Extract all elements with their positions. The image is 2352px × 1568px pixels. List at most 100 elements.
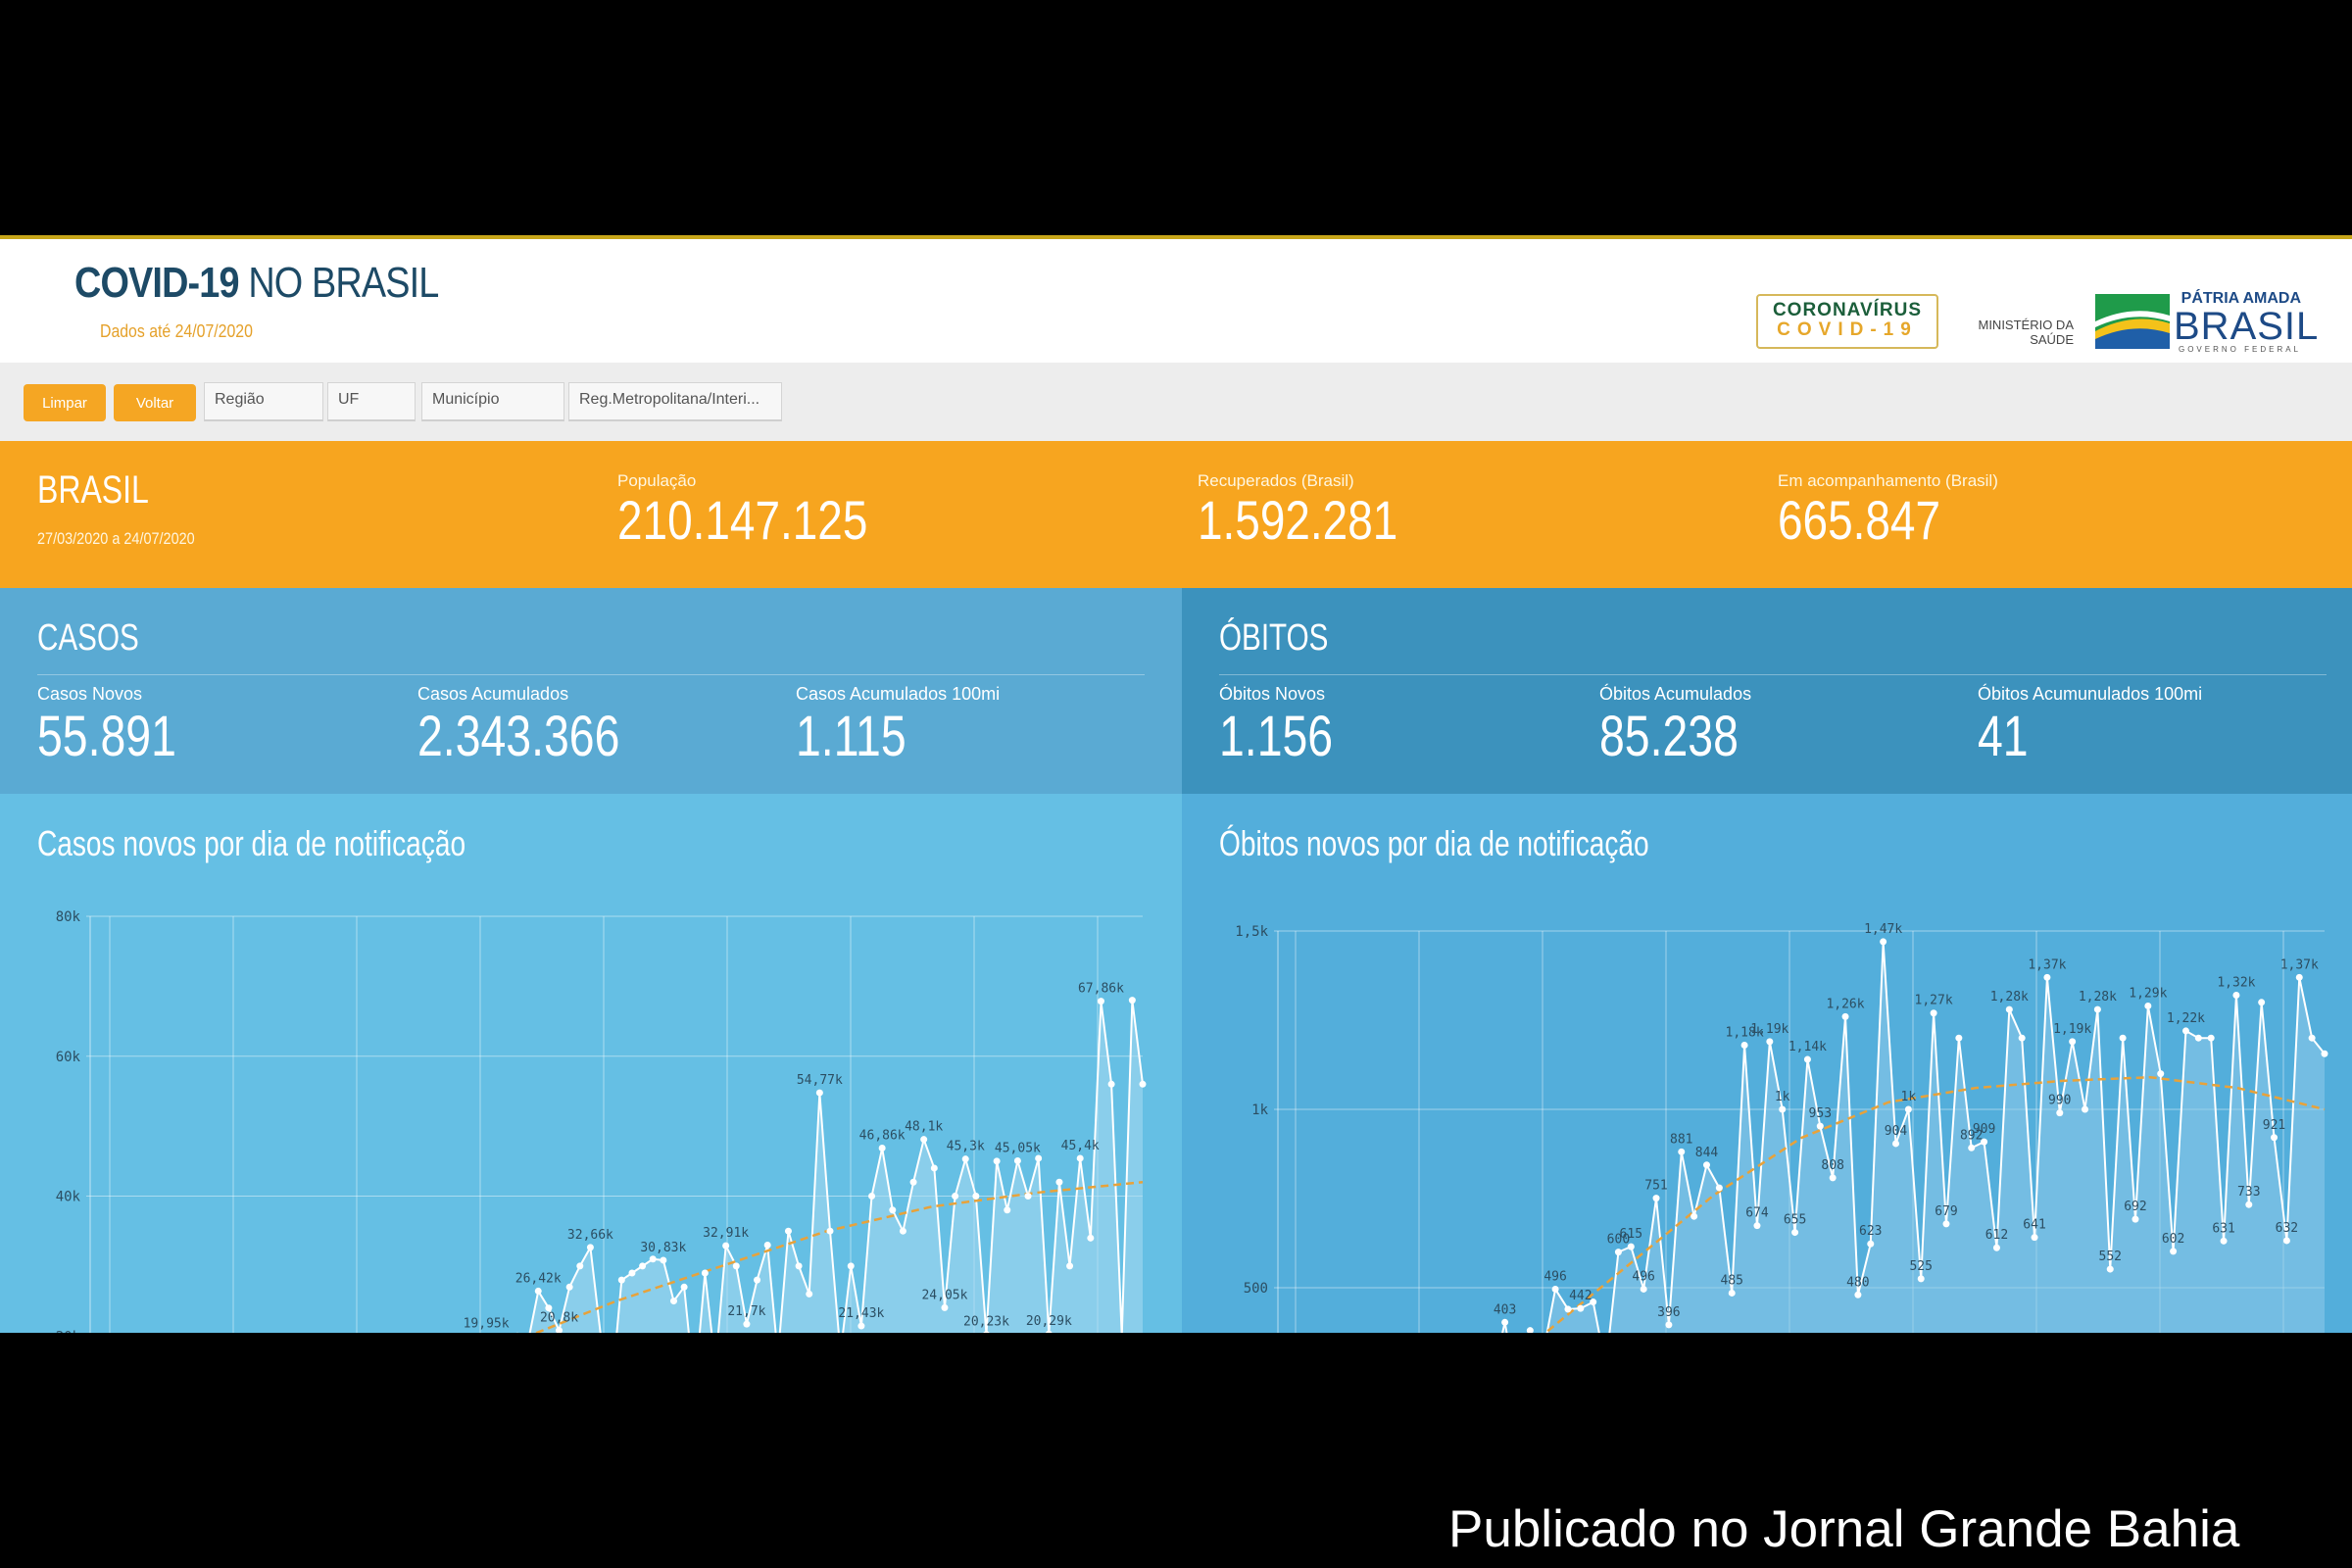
data-label: 552 bbox=[2099, 1250, 2122, 1264]
data-point bbox=[858, 1322, 865, 1330]
data-point bbox=[993, 1157, 1001, 1165]
data-point bbox=[2144, 1002, 2152, 1009]
data-point bbox=[1816, 1122, 1824, 1130]
data-label: 904 bbox=[1885, 1124, 1908, 1139]
obitos-novos-label: Óbitos Novos bbox=[1219, 684, 1326, 704]
acompanhamento-label: Em acompanhamento (Brasil) bbox=[1778, 471, 1998, 490]
data-point bbox=[1046, 1330, 1053, 1333]
title-rest: NO BRASIL bbox=[238, 259, 439, 307]
country-name: BRASIL bbox=[37, 468, 149, 512]
data-label: 496 bbox=[1632, 1269, 1654, 1284]
populacao-value: 210.147.125 bbox=[617, 489, 868, 551]
data-point bbox=[2082, 1105, 2089, 1113]
data-label: 45,3k bbox=[947, 1140, 985, 1154]
data-label: 679 bbox=[1935, 1204, 1957, 1219]
data-point bbox=[1753, 1222, 1761, 1230]
data-point bbox=[2271, 1134, 2278, 1142]
data-point bbox=[952, 1193, 959, 1200]
data-point bbox=[754, 1276, 761, 1284]
data-label: 632 bbox=[2276, 1221, 2298, 1236]
y-tick-label: 1,5k bbox=[1235, 924, 1268, 940]
series-area bbox=[529, 1000, 1143, 1333]
data-point bbox=[1097, 998, 1104, 1005]
data-label: 32,66k bbox=[567, 1228, 613, 1243]
data-point bbox=[639, 1262, 647, 1270]
data-point bbox=[1551, 1285, 1559, 1293]
data-point bbox=[2069, 1038, 2077, 1046]
data-point bbox=[2043, 973, 2051, 981]
uf-filter[interactable]: UF bbox=[327, 382, 416, 421]
casos-novos-value: 55.891 bbox=[37, 705, 176, 768]
data-label: 615 bbox=[1620, 1227, 1642, 1242]
data-label: 1,37k bbox=[2280, 957, 2319, 972]
data-point bbox=[2220, 1237, 2228, 1245]
data-label: 20,8k bbox=[540, 1311, 578, 1326]
data-label: 631 bbox=[2212, 1221, 2234, 1236]
municipio-filter[interactable]: Município bbox=[421, 382, 564, 421]
obitos-chart[interactable]: 05001k1,5k29/03/202012/04/202026/04/2020… bbox=[1182, 794, 2352, 1333]
data-label: 990 bbox=[2048, 1094, 2071, 1108]
data-label: 1,22k bbox=[2167, 1011, 2205, 1026]
data-label: 1,28k bbox=[1990, 990, 2029, 1004]
data-label: 442 bbox=[1569, 1289, 1592, 1303]
data-point bbox=[2018, 1034, 2026, 1042]
data-point bbox=[815, 1089, 823, 1097]
data-point bbox=[983, 1331, 990, 1333]
data-point bbox=[2245, 1200, 2253, 1208]
data-point bbox=[2232, 992, 2240, 1000]
filter-bar: Limpar Voltar Região UF Município Reg.Me… bbox=[0, 363, 2352, 441]
data-point bbox=[1740, 1041, 1748, 1049]
data-point bbox=[586, 1244, 594, 1251]
data-label: 808 bbox=[1821, 1158, 1843, 1173]
data-label: 485 bbox=[1720, 1273, 1742, 1288]
data-label: 54,77k bbox=[797, 1073, 843, 1088]
footer-credit: Publicado no Jornal Grande Bahia bbox=[1448, 1500, 2240, 1558]
data-point bbox=[722, 1242, 730, 1250]
data-point bbox=[1526, 1327, 1534, 1333]
data-point bbox=[1035, 1154, 1043, 1162]
data-point bbox=[1829, 1174, 1837, 1182]
data-point bbox=[545, 1304, 553, 1312]
data-point bbox=[2181, 1027, 2189, 1035]
casos-novos-label: Casos Novos bbox=[37, 684, 143, 704]
data-label: 19,95k bbox=[464, 1317, 510, 1332]
data-point bbox=[1590, 1298, 1597, 1306]
logo-ministerio-line2: SAÚDE bbox=[2030, 332, 2074, 347]
casos-acum100-label: Casos Acumulados 100mi bbox=[796, 684, 1001, 704]
regiao-filter[interactable]: Região bbox=[204, 382, 323, 421]
data-point bbox=[1930, 1009, 1937, 1017]
reg-metropolitana-filter[interactable]: Reg.Metropolitana/Interi... bbox=[568, 382, 782, 421]
data-label: 1,19k bbox=[1750, 1022, 1788, 1037]
data-label: 48,1k bbox=[905, 1120, 943, 1135]
logo-ministerio-line1: MINISTÉRIO DA bbox=[1978, 318, 2074, 332]
data-point bbox=[1024, 1193, 1032, 1200]
data-point bbox=[1665, 1321, 1673, 1329]
limpar-button[interactable]: Limpar bbox=[24, 384, 106, 421]
casos-chart-title: Casos novos por dia de notificação bbox=[37, 823, 466, 863]
casos-chart[interactable]: 020k40k60k80k29/03/202012/04/202026/04/2… bbox=[0, 794, 1182, 1333]
data-point bbox=[847, 1262, 855, 1270]
data-point bbox=[1968, 1144, 1976, 1152]
y-tick-label: 1k bbox=[1251, 1102, 1268, 1118]
data-point bbox=[806, 1290, 813, 1298]
data-label: 45,4k bbox=[1061, 1139, 1100, 1153]
data-point bbox=[2170, 1248, 2178, 1255]
data-label: 525 bbox=[1909, 1259, 1932, 1274]
data-point bbox=[1992, 1244, 2000, 1251]
voltar-button[interactable]: Voltar bbox=[114, 384, 196, 421]
y-tick-label: 80k bbox=[56, 909, 81, 925]
data-point bbox=[1715, 1184, 1723, 1192]
data-label: 21,7k bbox=[727, 1304, 765, 1319]
data-label: 1,29k bbox=[2129, 986, 2167, 1001]
data-point bbox=[2282, 1237, 2290, 1245]
data-point bbox=[2132, 1215, 2139, 1223]
coronavirus-logo: CORONAVÍRUS COVID-19 bbox=[1756, 294, 1938, 349]
data-point bbox=[2119, 1034, 2127, 1042]
data-point bbox=[961, 1155, 969, 1163]
data-label: 612 bbox=[1985, 1228, 2008, 1243]
ministerio-saude-logo: MINISTÉRIO DA SAÚDE bbox=[1976, 318, 2074, 347]
acompanhamento-value: 665.847 bbox=[1778, 489, 1940, 551]
data-point bbox=[2056, 1109, 2064, 1117]
obitos-acum100-label: Óbitos Acumunulados 100mi bbox=[1978, 684, 2203, 704]
data-label: 24,05k bbox=[921, 1288, 967, 1302]
